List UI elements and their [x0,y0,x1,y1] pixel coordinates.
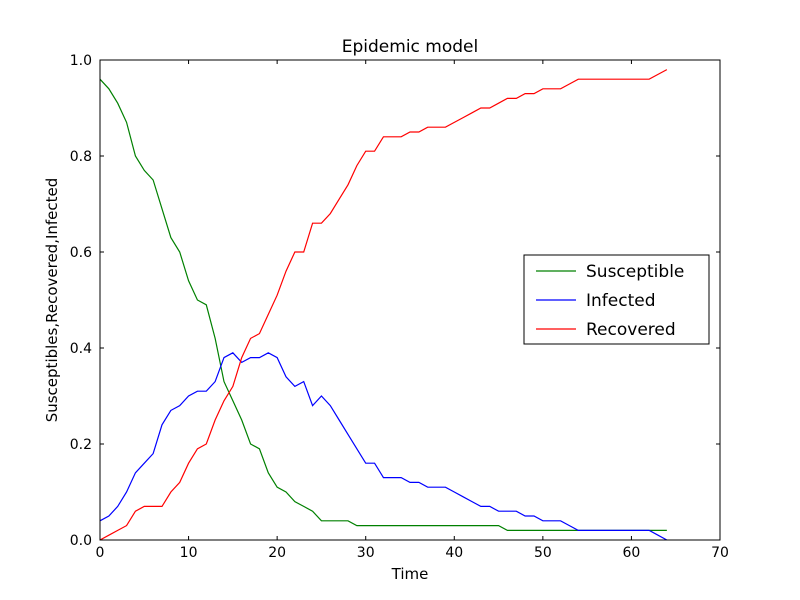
x-tick-label: 60 [623,545,641,561]
x-tick-label: 30 [357,545,375,561]
legend-label-recovered: Recovered [586,320,676,340]
series-line-susceptible [99,78,667,532]
legend-label-infected: Infected [586,291,656,311]
y-tick-label: 0.0 [70,533,92,549]
x-tick-label: 40 [445,545,463,561]
y-tick-label: 0.8 [70,149,92,165]
legend-label-susceptible: Susceptible [586,262,684,282]
x-tick-label: 0 [96,545,105,561]
y-axis-label: Susceptibles,Recovered,Infected [43,178,61,423]
y-tick-label: 0.2 [70,437,92,453]
series-line-infected [99,352,668,541]
chart-title: Epidemic model [342,37,478,57]
plot-area-frame [99,59,721,541]
x-tick-label: 50 [534,545,552,561]
ticks-layer: 0 10 20 30 40 50 60 70 0.0 0.2 0.4 0.6 0.8 1.0 [70,53,729,561]
y-tick-label: 1.0 [70,53,92,69]
x-axis-label: Time [391,565,429,583]
series-layer [99,69,668,541]
legend: Susceptible Infected Recovered [523,254,710,345]
x-tick-label: 10 [180,545,198,561]
y-tick-label: 0.6 [70,245,92,261]
x-tick-label: 70 [711,545,729,561]
y-tick-label: 0.4 [70,341,92,357]
x-tick-label: 20 [268,545,286,561]
series-line-recovered [99,69,668,541]
